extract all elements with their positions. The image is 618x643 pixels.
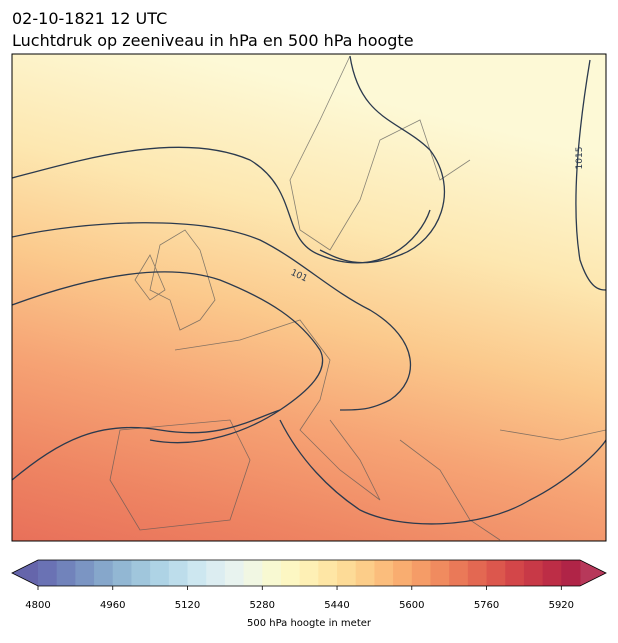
colorbar-tick-label: 5920 <box>549 600 574 611</box>
colorbar-segment <box>430 560 450 586</box>
colorbar-segment <box>393 560 413 586</box>
colorbar-segment <box>131 560 151 586</box>
colorbar-segment <box>374 560 394 586</box>
colorbar-outline <box>11 559 607 587</box>
colorbar-segment <box>318 560 338 586</box>
colorbar-under <box>12 560 38 586</box>
colorbar-segment <box>168 560 189 586</box>
pressure-contours <box>12 55 606 525</box>
colorbar-segment <box>561 560 581 586</box>
colorbar-segment <box>187 560 207 586</box>
colorbar-tick-label: 5280 <box>250 600 275 611</box>
colorbar-tick-label: 4800 <box>25 600 50 611</box>
colorbar-segment <box>299 560 319 586</box>
subtitle: Luchtdruk op zeeniveau in hPa en 500 hPa… <box>12 31 414 50</box>
colorbar-segment <box>523 560 544 586</box>
colorbar-segment <box>38 560 58 586</box>
colorbar-segment <box>243 560 263 586</box>
colorbar-tick-label: 5600 <box>399 600 424 611</box>
height-field <box>12 54 606 541</box>
colorbar-segment <box>112 560 132 586</box>
colorbar-segment <box>411 560 431 586</box>
contour-label: 1015 <box>575 147 585 170</box>
colorbar-tick-label: 5760 <box>474 600 499 611</box>
colorbar-segment <box>56 560 76 586</box>
colorbar-segment <box>280 560 301 586</box>
colorbar-segment <box>206 560 226 586</box>
colorbar: 4800 4960 5120 5280 5440 5600 5760 5920 <box>11 559 607 611</box>
colorbar-segment <box>449 560 469 586</box>
colorbar-segment <box>355 560 375 586</box>
coastlines <box>109 55 606 541</box>
map-frame <box>11 53 607 542</box>
colorbar-tick-label: 5120 <box>175 600 200 611</box>
colorbar-segment <box>337 560 357 586</box>
colorbar-segment <box>150 560 170 586</box>
colorbar-over <box>580 560 606 586</box>
colorbar-segment <box>486 560 506 586</box>
colorbar-segment <box>505 560 525 586</box>
title: 02-10-1821 12 UTC <box>12 9 167 28</box>
colorbar-segment <box>75 560 95 586</box>
colorbar-segment <box>542 560 562 586</box>
colorbar-segment <box>467 560 488 586</box>
colorbar-segment <box>262 560 282 586</box>
colorbar-segment <box>224 560 245 586</box>
colorbar-tick-label: 5440 <box>324 600 349 611</box>
colorbar-segment <box>94 560 114 586</box>
colorbar-label: 500 hPa hoogte in meter <box>247 618 372 629</box>
map: 1015 101 <box>12 54 606 541</box>
colorbar-tick-label: 4960 <box>100 600 125 611</box>
